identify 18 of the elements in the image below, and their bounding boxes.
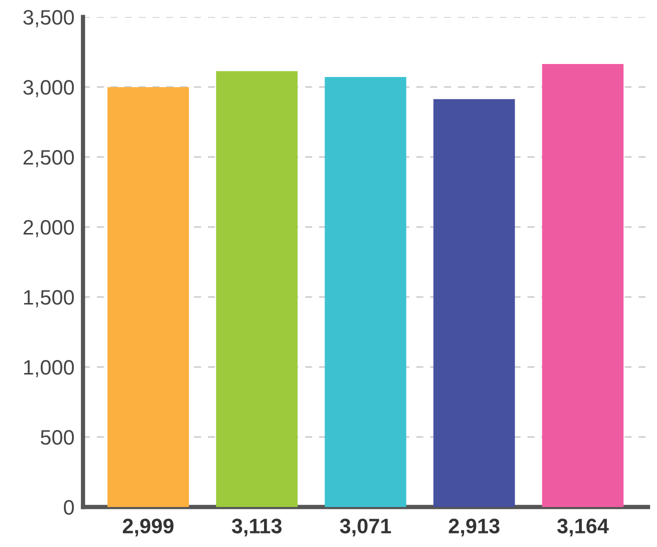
y-tick-label: 1,000 xyxy=(24,360,74,378)
y-tick-label: 1,500 xyxy=(24,290,74,308)
y-tick-label: 3,500 xyxy=(23,10,74,28)
bar xyxy=(542,64,624,507)
x-tick-label: 3,164 xyxy=(557,518,609,536)
y-tick-label: 2,000 xyxy=(24,220,74,238)
x-tick-label: 2,913 xyxy=(448,518,500,536)
x-tick-label: 3,113 xyxy=(232,518,282,536)
x-tick-label: 2,999 xyxy=(122,518,174,536)
bar xyxy=(433,99,515,507)
bar xyxy=(216,71,298,507)
y-tick-label: 2,500 xyxy=(24,150,74,168)
x-tick-label: 3,071 xyxy=(340,518,391,536)
y-tick-label: 500 xyxy=(40,430,74,445)
bar xyxy=(324,77,406,507)
bar xyxy=(107,87,189,507)
y-tick-label: 0 xyxy=(64,500,74,515)
y-tick-label: 3,000 xyxy=(23,80,74,98)
